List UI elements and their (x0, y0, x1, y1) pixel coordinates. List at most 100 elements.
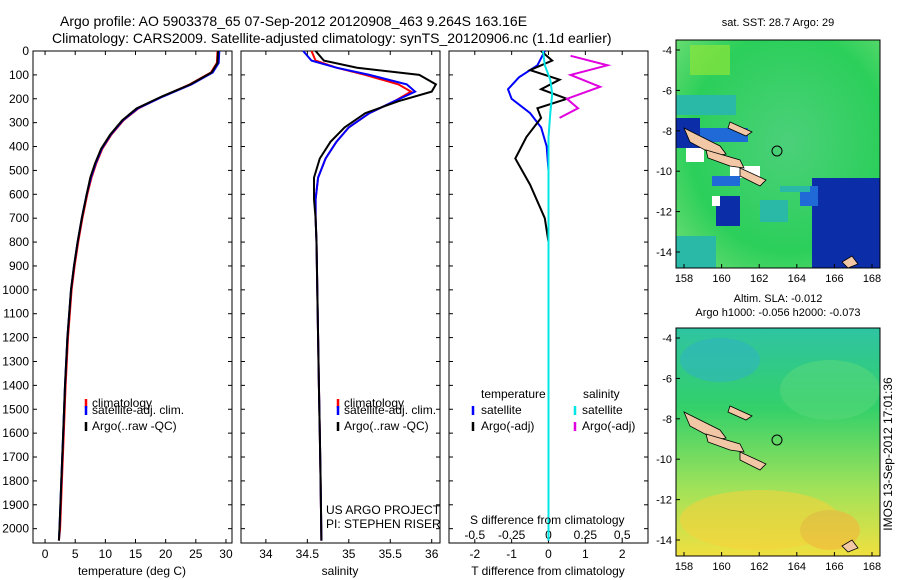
y-tick-label: 900 (9, 259, 29, 273)
sla-map-title-1: Altim. SLA: -0.012 (734, 293, 823, 305)
legend-label-s-argo: Argo(-adj) (582, 419, 635, 433)
figure-title-line1: Argo profile: AO 5903378_65 07-Sep-2012 … (60, 13, 527, 29)
x-tick-label: 0 (42, 547, 49, 561)
difference-plot: -2 -1 0 1 2-0.5 -0.25 0 0.25 0.5 (448, 50, 649, 561)
y-tick-label: 1700 (2, 450, 29, 464)
legend-label-t-argo: Argo(-adj) (481, 419, 534, 433)
x-tick-label: 10 (99, 547, 113, 561)
s-tick-label: 0.25 (574, 528, 598, 542)
sst-frame (675, 39, 881, 269)
x-tick-label: 25 (189, 547, 203, 561)
y-tick-label: 1100 (3, 307, 29, 321)
x-tick-label: 34.5 (296, 547, 320, 561)
legend-label-s-satellite: satellite (582, 403, 623, 417)
x-tick-label: 1 (582, 547, 589, 561)
x-tick-label: 2 (619, 547, 626, 561)
map-y-tick-label: -12 (656, 495, 672, 507)
legend-label-climatology: climatology (344, 396, 404, 410)
map-y-tick-label: -6 (662, 373, 672, 385)
legend-title-salinity: salinity (583, 387, 620, 401)
y-tick-label: 300 (9, 116, 29, 130)
legend-title-temperature: temperature (481, 387, 546, 401)
legend-label-argo: Argo(..raw -QC) (344, 419, 429, 433)
y-tick-label: 600 (9, 187, 29, 201)
y-tick-label: 0 (22, 44, 29, 58)
map-y-tick-label: -8 (662, 414, 672, 426)
y-tick-label: 1800 (2, 474, 29, 488)
difference-top-xlabel: S difference from climatology (470, 513, 625, 527)
map-y-tick-label: -10 (656, 454, 672, 466)
map-x-tick-label: 160 (712, 273, 730, 285)
figure-title-line2: Climatology: CARS2009. Satellite-adjuste… (52, 30, 612, 46)
sla-islands (683, 405, 859, 553)
map-y-tick-label: -4 (662, 333, 672, 345)
y-tick-label: 500 (9, 163, 29, 177)
x-tick-label: 35.5 (379, 547, 403, 561)
map-y-tick-label: -8 (662, 126, 672, 138)
map-x-tick-label: 168 (863, 273, 881, 285)
sla-patches (680, 338, 880, 550)
x-tick-label: 0 (545, 547, 552, 561)
s-tick-label: -0.25 (498, 528, 526, 542)
x-tick-label: 36 (425, 547, 439, 561)
map-x-tick-label: 168 (863, 561, 881, 573)
map-y-tick-label: -12 (656, 207, 672, 219)
y-tick-label: 1900 (2, 498, 29, 512)
y-tick-label: 1000 (2, 283, 29, 297)
map-x-tick-label: 158 (675, 273, 693, 285)
x-tick-label: 35 (342, 547, 356, 561)
y-tick-label: 400 (9, 140, 29, 154)
legend-label-climatology: climatology (92, 396, 152, 410)
series-argo-raw-qc- (313, 50, 438, 541)
x-tick-label: 20 (159, 547, 173, 561)
sst-map-title: sat. SST: 28.7 Argo: 29 (722, 17, 835, 29)
legend-label-satellite: satellite-adj. clim. (344, 403, 436, 417)
series-t-argo (514, 50, 570, 541)
project-name: US ARGO PROJECT (326, 503, 441, 517)
sst-map: sat. SST: 28.7 Argo: 29 158 1 (656, 17, 881, 285)
series-s-argo (559, 54, 612, 119)
x-tick-label: 34 (259, 547, 273, 561)
map-x-tick-label: 166 (825, 273, 843, 285)
y-tick-label: 1600 (2, 426, 29, 440)
temperature-axes (32, 50, 233, 544)
salinity-legend: climatology satellite-adj. clim. Argo(..… (336, 396, 436, 433)
x-tick-label: -2 (469, 547, 480, 561)
y-tick-label: 1500 (2, 402, 29, 416)
salinity-xlabel: salinity (322, 564, 359, 578)
temperature-xlabel: temperature (deg C) (78, 564, 186, 578)
sst-float-marker (771, 145, 783, 157)
x-tick-label: 5 (72, 547, 79, 561)
x-tick-label: 30 (219, 547, 233, 561)
temperature-plot: 0100200300400500600700800900100011001200… (2, 44, 233, 561)
y-tick-label: 200 (9, 92, 29, 106)
sla-frame (675, 327, 881, 557)
difference-xlabel: T difference from climatology (471, 564, 625, 578)
map-y-tick-label: -14 (656, 247, 672, 259)
map-y-tick-label: -6 (662, 85, 672, 97)
map-y-tick-label: -10 (656, 166, 672, 178)
legend-label-satellite: satellite-adj. clim. (92, 403, 184, 417)
y-tick-label: 1400 (2, 378, 29, 392)
s-tick-label: -0.5 (464, 528, 485, 542)
x-tick-label: 15 (129, 547, 143, 561)
project-pi: PI: STEPHEN RISER (326, 517, 441, 531)
map-x-tick-label: 162 (750, 273, 768, 285)
y-tick-label: 100 (9, 68, 29, 82)
map-y-tick-label: -14 (656, 535, 672, 547)
salinity-plot: 34 34.5 35 35.5 36 (240, 50, 441, 561)
legend-label-argo: Argo(..raw -QC) (92, 419, 177, 433)
y-tick-label: 1300 (2, 354, 29, 368)
s-tick-label: 0.5 (614, 528, 631, 542)
map-x-tick-label: 162 (750, 561, 768, 573)
timestamp-vertical: IMOS 13-Sep-2012 17:01:36 (881, 377, 895, 531)
map-x-tick-label: 160 (712, 561, 730, 573)
y-tick-label: 1200 (2, 331, 29, 345)
sla-float-marker (771, 434, 783, 446)
series-argo-raw-qc- (57, 50, 220, 541)
series-s-satellite (542, 50, 554, 541)
y-tick-label: 2000 (2, 522, 29, 536)
salinity-axes (240, 50, 441, 544)
sla-map-title-2: Argo h1000: -0.056 h2000: -0.073 (695, 307, 860, 319)
